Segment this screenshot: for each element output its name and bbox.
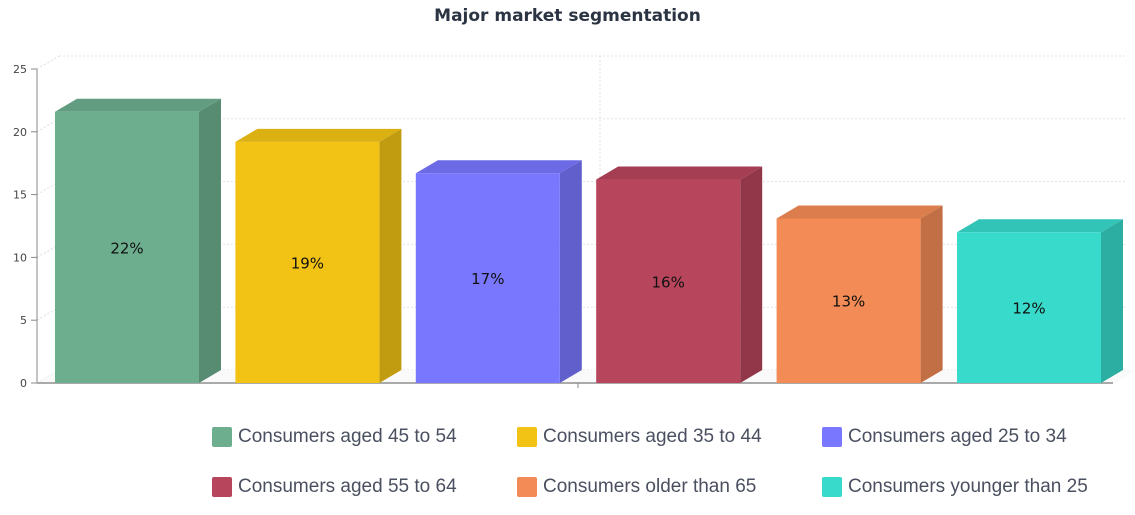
bar-side (1101, 219, 1123, 383)
bar-side (740, 166, 763, 383)
data-label: 22% (110, 239, 143, 257)
legend-item[interactable]: Consumers older than 65 (517, 476, 756, 498)
data-label: 19% (291, 254, 324, 272)
legend-label: Consumers aged 55 to 64 (238, 476, 457, 497)
legend-label: Consumers younger than 25 (848, 476, 1088, 497)
bar (957, 232, 1101, 383)
data-label: 12% (1012, 300, 1045, 318)
bar-side (379, 128, 402, 383)
legend-swatch (517, 427, 537, 447)
bar-side (920, 205, 943, 383)
grid-diagonal (36, 55, 60, 70)
legend-label: Consumers aged 35 to 44 (543, 426, 762, 447)
legend-label: Consumers aged 25 to 34 (848, 426, 1067, 447)
data-label: 17% (471, 270, 504, 288)
legend-item[interactable]: Consumers aged 55 to 64 (212, 476, 457, 498)
bar (235, 141, 380, 383)
legend-swatch (212, 427, 232, 447)
bar-chart: 0 5 10 15 20 25 22% 19% 17% 16% 13% 12% (13, 55, 1127, 390)
legend-item[interactable]: Consumers aged 35 to 44 (517, 426, 762, 448)
bar-top (55, 98, 221, 112)
bar-top (776, 205, 943, 219)
legend-label: Consumers older than 65 (543, 476, 757, 497)
legend-swatch (212, 477, 232, 497)
bar-side (199, 98, 221, 383)
y-tick-label: 10 (13, 251, 27, 264)
legend-item[interactable]: Consumers aged 25 to 34 (822, 426, 1067, 448)
legend-item[interactable]: Consumers younger than 25 (822, 476, 1088, 498)
y-tick-label: 5 (20, 314, 27, 327)
bar (415, 173, 560, 383)
bar-top (415, 160, 582, 174)
data-label: 13% (832, 293, 865, 311)
chart-title: Major market segmentation (434, 6, 701, 26)
data-label: 16% (652, 273, 685, 291)
bar-top (957, 219, 1123, 233)
bar-top (235, 128, 402, 142)
bar-side (559, 160, 582, 383)
bar (776, 218, 921, 383)
y-tick-label: 20 (13, 126, 27, 139)
legend-swatch (822, 427, 842, 447)
legend-swatch (517, 477, 537, 497)
legend-label: Consumers aged 45 to 54 (238, 426, 457, 447)
y-tick-label: 0 (20, 377, 27, 390)
y-tick-label: 15 (13, 189, 27, 202)
y-tick-label: 25 (13, 63, 27, 76)
bar (55, 111, 199, 383)
bar (596, 179, 741, 383)
bar-top (596, 166, 763, 180)
legend-item[interactable]: Consumers aged 45 to 54 (212, 426, 457, 448)
legend-swatch (822, 477, 842, 497)
